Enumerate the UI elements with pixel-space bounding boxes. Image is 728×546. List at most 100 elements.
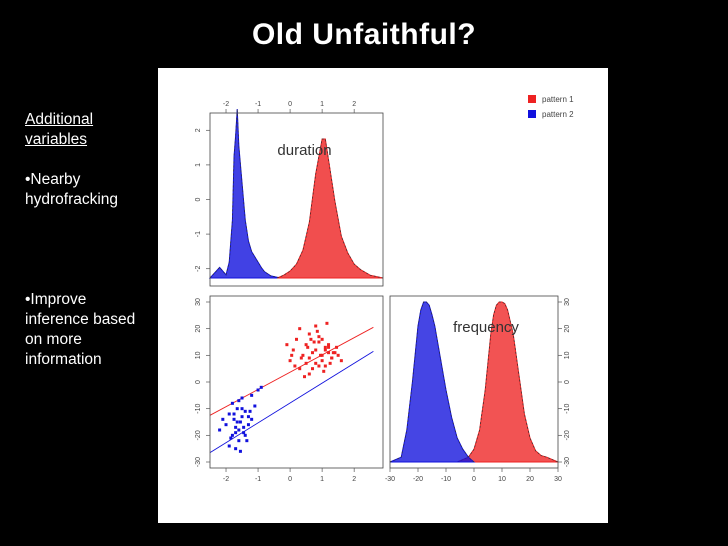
tick-label-scatter-y: 20: [195, 325, 202, 333]
density-curve-frequency-pattern-2: [389, 301, 475, 463]
tick-label-duration-x: 2: [352, 101, 356, 108]
density-curve-duration-pattern-1: [277, 138, 384, 279]
bullet-hydrofracking: •Nearby hydrofracking: [25, 171, 119, 208]
scatter-point-pattern-1: [330, 356, 334, 360]
scatter-point-pattern-1: [314, 361, 318, 365]
tick-label-frequency-x: -10: [441, 476, 451, 483]
bullet-improve-inference: •Improve inference based on more informa…: [25, 291, 136, 368]
scatter-point-pattern-1: [312, 340, 316, 344]
scatter-point-pattern-1: [320, 359, 324, 363]
scatter-point-pattern-1: [325, 321, 329, 325]
scatter-point-pattern-1: [319, 353, 323, 357]
scatter-point-pattern-2: [234, 447, 238, 451]
scatter-point-pattern-2: [234, 431, 238, 435]
tick-label-scatter-x: -1: [255, 476, 261, 483]
scatter-point-pattern-2: [218, 428, 222, 432]
scatter-point-pattern-1: [336, 353, 340, 357]
panel-label-frequency: frequency: [453, 319, 519, 336]
scatter-point-pattern-1: [339, 359, 343, 363]
scatter-point-pattern-2: [230, 401, 234, 405]
tick-label-duration-x: 0: [288, 101, 292, 108]
tick-label-frequency-x: 20: [526, 476, 534, 483]
scatter-point-pattern-2: [253, 404, 257, 408]
tick-label-frequency-y: 0: [564, 380, 571, 384]
scatter-point-pattern-1: [291, 348, 295, 352]
scatter-point-pattern-2: [246, 423, 250, 427]
scatter-point-pattern-2: [232, 412, 236, 416]
tick-label-duration-y: 1: [195, 163, 202, 167]
sidebar-notes: Additional variables •Nearby hydrofracki…: [25, 110, 150, 370]
density-curve-duration-pattern-2: [209, 108, 281, 279]
legend-label-pattern-1: pattern 1: [542, 95, 574, 104]
scatter-point-pattern-1: [298, 327, 302, 331]
tick-label-frequency-x: 30: [554, 476, 562, 483]
density-area-duration-pattern-1: [277, 138, 384, 279]
scatter-point-pattern-1: [317, 364, 321, 368]
scatter-point-pattern-1: [320, 353, 324, 357]
tick-label-scatter-y: 10: [195, 351, 202, 359]
legend-swatch-pattern-1: [528, 95, 536, 103]
scatter-point-pattern-1: [304, 343, 308, 347]
scatter-point-pattern-2: [240, 396, 244, 400]
scatter-point-pattern-1: [335, 345, 339, 349]
scatter-point-pattern-1: [323, 364, 327, 368]
scatter-point-pattern-2: [256, 388, 260, 392]
pairs-plot-figure: duration -2 -1 0 1 2 -2 -1 0 1 2 -2 -1 0 1 2 -30 -20 -10 0 1…: [158, 68, 608, 523]
tick-label-duration-y: -2: [195, 265, 202, 271]
scatter-point-pattern-1: [293, 364, 297, 368]
panel-label-duration: duration: [277, 142, 331, 159]
scatter-point-pattern-1: [333, 351, 337, 355]
scatter-point-pattern-1: [307, 372, 311, 376]
scatter-point-pattern-1: [323, 345, 327, 349]
scatter-point-pattern-2: [246, 415, 250, 419]
scatter-point-pattern-2: [221, 417, 225, 421]
scatter-point-pattern-1: [309, 337, 313, 341]
scatter-point-pattern-2: [229, 436, 233, 440]
tick-label-scatter-x: 1: [320, 476, 324, 483]
scatter-point-pattern-1: [303, 375, 307, 379]
scatter-point-pattern-2: [224, 423, 228, 427]
scatter-point-pattern-2: [232, 417, 236, 421]
slide-title: Old Unfaithful?: [251, 18, 477, 51]
tick-label-scatter-y: -30: [195, 457, 202, 467]
tick-label-scatter-y: -20: [195, 430, 202, 440]
density-area-frequency-pattern-1: [457, 301, 559, 463]
scatter-point-pattern-1: [311, 367, 315, 371]
scatter-point-pattern-1: [307, 332, 311, 336]
scatter-point-pattern-1: [327, 345, 331, 349]
tick-label-frequency-y: 10: [564, 351, 571, 359]
panel-frame-scatter: [209, 295, 384, 469]
scatter-point-pattern-2: [242, 431, 246, 435]
scatter-point-pattern-2: [235, 407, 239, 411]
regression-line-pattern-1: [209, 326, 374, 416]
scatter-point-pattern-2: [227, 412, 231, 416]
scatter-point-pattern-2: [243, 433, 247, 437]
legend-swatch-pattern-2: [528, 110, 536, 118]
tick-label-frequency-x: 0: [472, 476, 476, 483]
scatter-point-pattern-1: [311, 351, 315, 355]
scatter-point-pattern-1: [317, 340, 321, 344]
scatter-point-pattern-2: [235, 420, 239, 424]
scatter-point-pattern-1: [299, 356, 303, 360]
scatter-point-pattern-1: [327, 351, 331, 355]
tick-label-duration-x: -2: [223, 101, 229, 108]
tick-label-frequency-y: 20: [564, 325, 571, 333]
tick-label-scatter-y: 0: [195, 380, 202, 384]
scatter-point-pattern-1: [323, 348, 327, 352]
tick-label-frequency-y: -20: [564, 430, 571, 440]
tick-label-scatter-x: -2: [223, 476, 229, 483]
tick-label-frequency-x: -20: [413, 476, 423, 483]
scatter-point-pattern-2: [237, 428, 241, 432]
tick-label-frequency-y: -30: [564, 457, 571, 467]
tick-label-frequency-y: -10: [564, 404, 571, 414]
scatter-point-pattern-2: [250, 417, 254, 421]
scatter-point-pattern-2: [237, 399, 241, 403]
scatter-point-pattern-1: [327, 343, 331, 347]
scatter-point-pattern-2: [242, 425, 246, 429]
tick-label-duration-y: 0: [195, 197, 202, 201]
tick-label-scatter-y: -10: [195, 404, 202, 414]
scatter-point-pattern-2: [243, 409, 247, 413]
scatter-point-pattern-2: [238, 449, 242, 453]
tick-label-scatter-y: 30: [195, 298, 202, 306]
